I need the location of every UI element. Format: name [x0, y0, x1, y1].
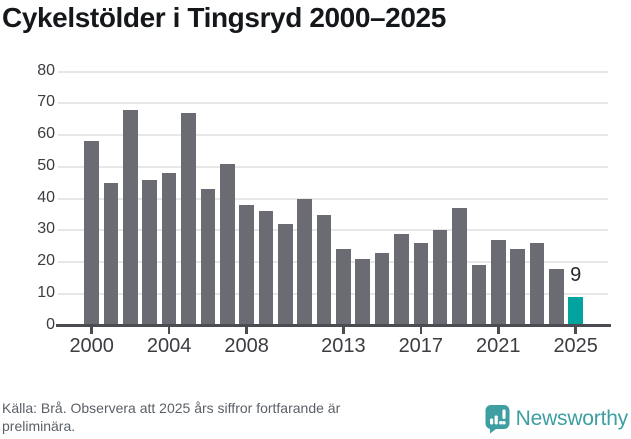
bar-2002 [123, 109, 138, 326]
bar-2016 [394, 233, 409, 326]
gridline-y-10 [58, 292, 608, 295]
y-axis-tick-label: 30 [37, 220, 55, 238]
bar-2000 [84, 141, 99, 326]
x-tick-2025 [574, 327, 577, 334]
y-axis-tick-label: 40 [37, 188, 55, 206]
bar-value-label: 9 [570, 264, 582, 287]
y-axis-tick-label: 70 [37, 93, 55, 111]
bar-2008 [239, 204, 254, 326]
source-note: Källa: Brå. Observera att 2025 års siffr… [2, 400, 341, 434]
gridline-y-30 [58, 229, 608, 232]
bar-2006 [200, 189, 216, 326]
x-tick-2000 [90, 327, 93, 334]
bar-2011 [297, 198, 312, 326]
x-axis-tick-label: 2000 [69, 334, 114, 357]
gridline-y-70 [58, 102, 608, 105]
y-axis-tick-label: 10 [37, 283, 55, 301]
bar-2017 [413, 243, 429, 326]
bar-2009 [258, 211, 274, 326]
bar-2012 [316, 214, 332, 326]
newsworthy-logo: Newsworthy [485, 403, 628, 435]
bar-2023 [529, 243, 545, 326]
newsworthy-logo-icon [485, 404, 510, 434]
chart-title: Cykelstölder i Tingsryd 2000–2025 [2, 2, 446, 33]
y-axis-tick-label: 80 [37, 61, 55, 79]
bar-2024 [549, 268, 564, 326]
bar-2004 [161, 173, 177, 326]
x-tick-2008 [245, 327, 248, 334]
y-axis-tick-label: 0 [46, 315, 55, 333]
bar-2025 [568, 297, 583, 326]
bar-2005 [181, 112, 196, 326]
x-axis-tick-label: 2021 [476, 334, 521, 357]
bar-2018 [432, 230, 448, 326]
y-axis-tick-label: 50 [37, 156, 55, 174]
bar-2015 [374, 252, 390, 326]
bar-2010 [278, 224, 293, 326]
gridline-y-50 [58, 165, 608, 168]
bar-2021 [490, 239, 506, 326]
bar-2007 [219, 163, 235, 326]
bar-2003 [142, 179, 158, 326]
x-axis-tick-label: 2017 [398, 334, 444, 357]
bar-2001 [103, 182, 119, 326]
x-axis-tick-label: 2004 [146, 334, 192, 357]
x-axis-line [56, 324, 611, 327]
y-axis-tick-label: 20 [37, 252, 55, 270]
x-tick-2013 [342, 327, 345, 334]
newsworthy-wordmark: Newsworthy [515, 407, 629, 430]
x-tick-2004 [167, 327, 171, 334]
bar-2022 [510, 249, 525, 326]
x-tick-2021 [497, 327, 500, 334]
x-axis-tick-label: 2008 [224, 334, 269, 357]
x-axis-tick-label: 2013 [321, 334, 366, 357]
x-axis-tick-label: 2025 [553, 334, 598, 357]
gridline-y-40 [58, 197, 608, 200]
bar-2020 [471, 265, 487, 326]
bar-2013 [336, 249, 351, 326]
y-axis-tick-label: 60 [37, 125, 55, 143]
bar-2019 [452, 208, 467, 326]
gridline-y-80 [58, 70, 608, 73]
x-tick-2017 [419, 327, 423, 334]
gridline-y-60 [58, 134, 608, 137]
gridline-y-20 [58, 261, 608, 264]
bar-2014 [355, 258, 371, 326]
